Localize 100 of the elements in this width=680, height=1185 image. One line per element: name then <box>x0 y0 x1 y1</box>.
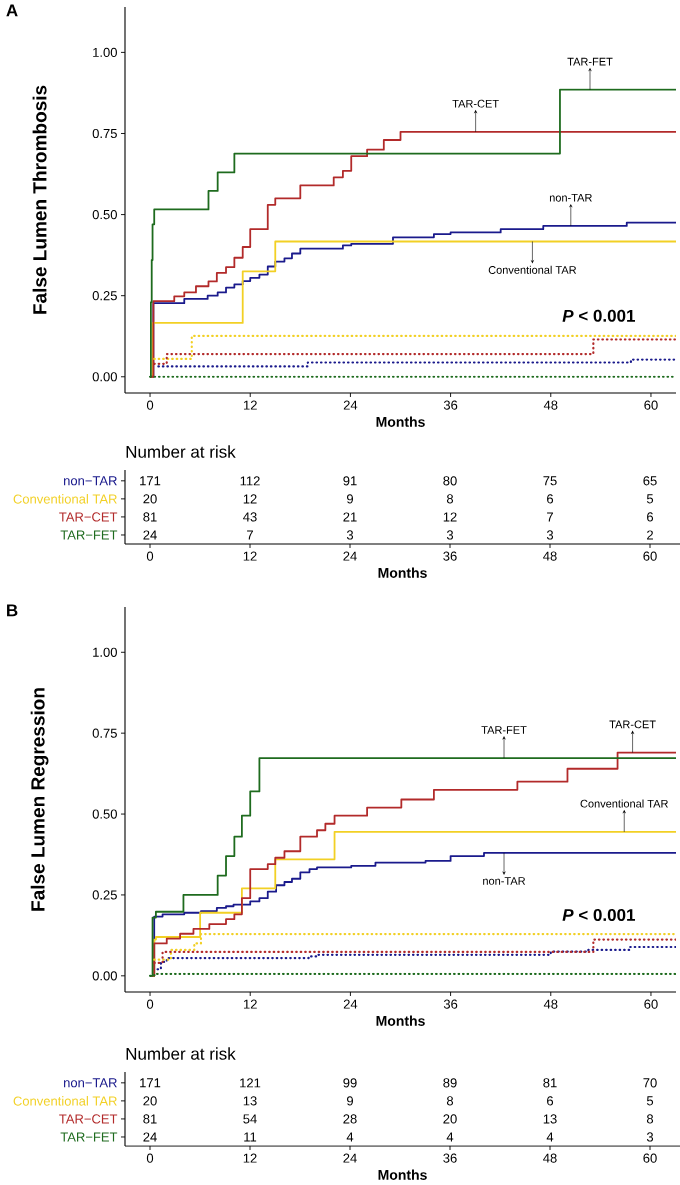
data-label: 99 <box>343 1078 357 1088</box>
data-label: 8 <box>646 1114 654 1124</box>
x-tick-label: 12 <box>243 999 257 1009</box>
x-tick-label: 0 <box>146 1153 154 1163</box>
data-label: 24 <box>143 1132 157 1142</box>
data-label: 3 <box>646 1132 654 1142</box>
data-label: 121 <box>240 1078 261 1088</box>
data-label: 80 <box>443 476 457 486</box>
y-tick-label: 0.75 <box>92 128 117 139</box>
x-tick-label: 24 <box>343 1153 357 1163</box>
x-tick-label: 0 <box>146 400 154 410</box>
x-tick-label: 48 <box>543 400 558 410</box>
data-label: 54 <box>243 1114 257 1124</box>
data-label: 3 <box>446 530 454 540</box>
annotation: non-TAR <box>483 877 526 885</box>
y-tick-label: non−TAR <box>64 476 117 486</box>
data-label: 171 <box>140 476 161 486</box>
data-label: 75 <box>543 476 557 486</box>
data-label: 12 <box>443 512 457 522</box>
x-tick-label: 60 <box>643 551 657 561</box>
data-label: 7 <box>547 512 553 522</box>
data-label: 13 <box>243 1096 257 1106</box>
data-label: 4 <box>446 1132 454 1142</box>
data-label: 65 <box>643 476 657 486</box>
chart-title: B <box>7 604 18 617</box>
x-tick-label: 12 <box>243 1153 257 1163</box>
data-label: 91 <box>343 476 357 486</box>
x-tick-label: 60 <box>644 400 658 410</box>
data-label: 8 <box>446 1096 454 1106</box>
data-label: 9 <box>347 1096 354 1106</box>
x-tick-label: 24 <box>343 551 357 561</box>
data-label: 20 <box>143 494 157 504</box>
data-label: 20 <box>443 1114 457 1124</box>
annotation: non-TAR <box>549 193 592 202</box>
data-label: 9 <box>347 494 354 504</box>
x-axis-title: Months <box>376 1015 425 1026</box>
data-label: 5 <box>646 494 654 504</box>
x-tick-label: 36 <box>443 999 458 1009</box>
data-label: 43 <box>243 512 257 522</box>
y-tick-label: 0.25 <box>92 291 117 301</box>
x-tick-label: 12 <box>243 400 257 410</box>
x-tick-label: 60 <box>643 1153 657 1163</box>
data-label: 81 <box>143 1114 157 1124</box>
y-tick-label: Conventional TAR <box>13 494 117 504</box>
data-label: 7 <box>247 530 253 540</box>
y-tick-label: TAR−FET <box>60 530 118 540</box>
data-label: 6 <box>547 1096 554 1106</box>
data-label: 8 <box>446 494 454 504</box>
data-label: 24 <box>143 530 157 540</box>
data-label: 2 <box>647 530 653 540</box>
annotation: P < 0.001 <box>562 309 636 322</box>
x-tick-label: 0 <box>146 999 154 1009</box>
data-label: 81 <box>543 1078 557 1088</box>
x-tick-label: 48 <box>543 1153 557 1163</box>
y-tick-label: non−TAR <box>64 1078 117 1088</box>
x-tick-label: 24 <box>343 999 358 1009</box>
x-axis-title: Months <box>376 416 425 427</box>
y-tick-label: 0.50 <box>92 209 117 220</box>
x-tick-label: 48 <box>543 551 557 561</box>
data-label: 81 <box>143 512 157 522</box>
y-tick-label: 0.00 <box>92 372 117 382</box>
data-label: 21 <box>343 512 357 522</box>
x-tick-label: 0 <box>146 551 154 561</box>
chart-title: Number at risk <box>126 445 236 458</box>
data-label: 13 <box>543 1114 557 1124</box>
y-axis-title: False Lumen Regression <box>30 688 49 911</box>
data-label: 4 <box>546 1132 554 1142</box>
y-tick-label: 0.75 <box>92 728 117 738</box>
data-label: 70 <box>643 1078 657 1088</box>
x-axis-title: Months <box>378 1169 427 1180</box>
y-tick-label: 0.50 <box>92 809 117 819</box>
data-label: 4 <box>346 1132 354 1142</box>
x-tick-label: 12 <box>243 551 257 561</box>
data-label: 11 <box>244 1132 257 1142</box>
data-label: 5 <box>646 1096 654 1106</box>
x-axis-title: Months <box>378 567 427 578</box>
chart-title: A <box>6 4 18 17</box>
data-label: 6 <box>647 512 654 522</box>
chart-title: Number at risk <box>126 1047 236 1060</box>
data-label: 3 <box>346 530 354 540</box>
annotation: Conventional TAR <box>580 799 668 808</box>
data-label: 171 <box>140 1078 161 1088</box>
y-tick-label: 1.00 <box>93 647 117 657</box>
x-tick-label: 36 <box>443 551 457 561</box>
data-label: 20 <box>143 1096 157 1106</box>
x-tick-label: 60 <box>644 999 658 1009</box>
y-tick-label: 0.25 <box>92 890 117 900</box>
x-tick-label: 24 <box>343 400 358 410</box>
y-tick-label: TAR−FET <box>60 1132 118 1142</box>
data-label: 12 <box>243 494 257 504</box>
x-tick-label: 36 <box>443 400 458 410</box>
data-label: 3 <box>546 530 554 540</box>
data-label: 89 <box>443 1078 457 1088</box>
x-tick-label: 48 <box>543 999 558 1009</box>
y-tick-label: Conventional TAR <box>13 1096 117 1106</box>
data-label: 112 <box>240 476 260 486</box>
annotation: TAR-CET <box>452 99 499 108</box>
annotation: TAR-CET <box>609 720 656 729</box>
y-tick-label: 1.00 <box>93 47 117 57</box>
y-tick-label: TAR−CET <box>59 1114 118 1124</box>
